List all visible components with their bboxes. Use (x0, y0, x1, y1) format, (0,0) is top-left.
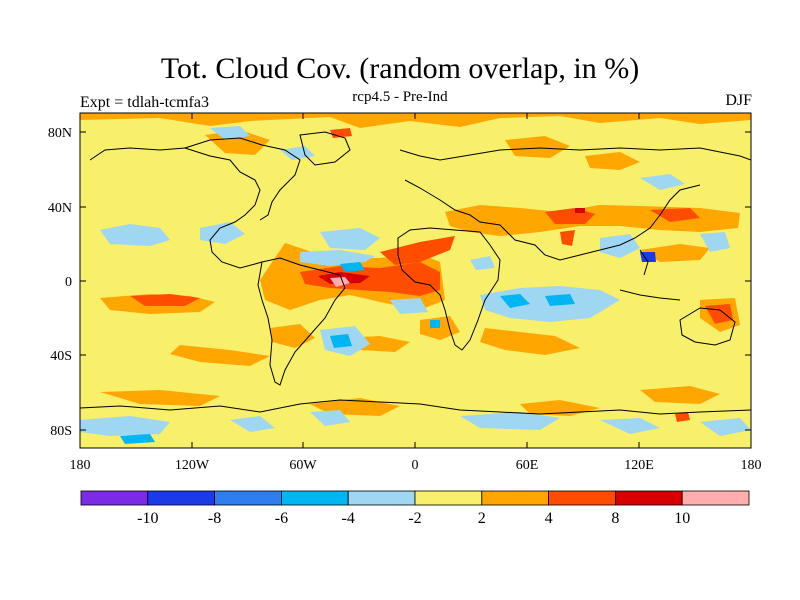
colorbar-level-label: 4 (545, 510, 553, 527)
latitude-axis: 80N 40N 0 40S 80S (48, 126, 751, 439)
lon-tick-label: 180 (70, 458, 91, 473)
colorbar-level-label: -10 (137, 510, 158, 527)
colorbar-swatch (280, 490, 349, 506)
map-subtitle: rcp4.5 - Pre-Ind (352, 89, 448, 105)
colorbar (80, 490, 750, 506)
colorbar-swatch (681, 490, 750, 506)
map-title: Tot. Cloud Cov. (random overlap, in %) (160, 52, 640, 85)
experiment-label: Expt = tdlah-tcmfa3 (80, 94, 209, 111)
colorbar-level-label: -2 (408, 510, 421, 527)
colorbar-level-label: -8 (208, 510, 221, 527)
colorbar-swatch (214, 490, 282, 506)
colorbar-swatch (80, 490, 149, 506)
lon-tick-label: 180 (741, 458, 762, 473)
colorbar-level-label: 10 (674, 510, 690, 527)
lon-tick-label: 0 (412, 458, 419, 473)
colorbar-labels: -10 -8 -6 -4 -2 2 4 8 10 (137, 510, 690, 527)
colorbar-swatch (548, 490, 616, 506)
lon-tick-label: 60W (289, 458, 317, 473)
colorbar-swatch (147, 490, 216, 506)
lat-tick-label: 40N (48, 201, 72, 216)
lon-tick-label: 120E (624, 458, 654, 473)
lon-tick-label: 60E (516, 458, 539, 473)
season-label: DJF (725, 92, 752, 109)
lat-tick-label: 80S (50, 424, 72, 439)
map-panel (80, 113, 751, 448)
longitude-axis: 180 120W 60W 0 60E 120E 180 (70, 113, 762, 473)
lat-tick-label: 80N (48, 126, 72, 141)
colorbar-swatch (414, 490, 483, 506)
colorbar-swatch (347, 490, 416, 506)
colorbar-swatch (615, 490, 683, 506)
coastlines (80, 131, 751, 415)
lat-tick-label: 40S (50, 349, 72, 364)
colorbar-swatch (481, 490, 549, 506)
colorbar-level-label: -6 (275, 510, 288, 527)
colorbar-level-label: 2 (478, 510, 486, 527)
lon-tick-label: 120W (175, 458, 210, 473)
strong-negative-anomaly-regions (120, 252, 656, 444)
max-positive-anomaly-regions (318, 208, 585, 287)
colorbar-level-label: -4 (342, 510, 355, 527)
lat-tick-label: 0 (65, 275, 72, 290)
colorbar-level-label: 8 (611, 510, 619, 527)
